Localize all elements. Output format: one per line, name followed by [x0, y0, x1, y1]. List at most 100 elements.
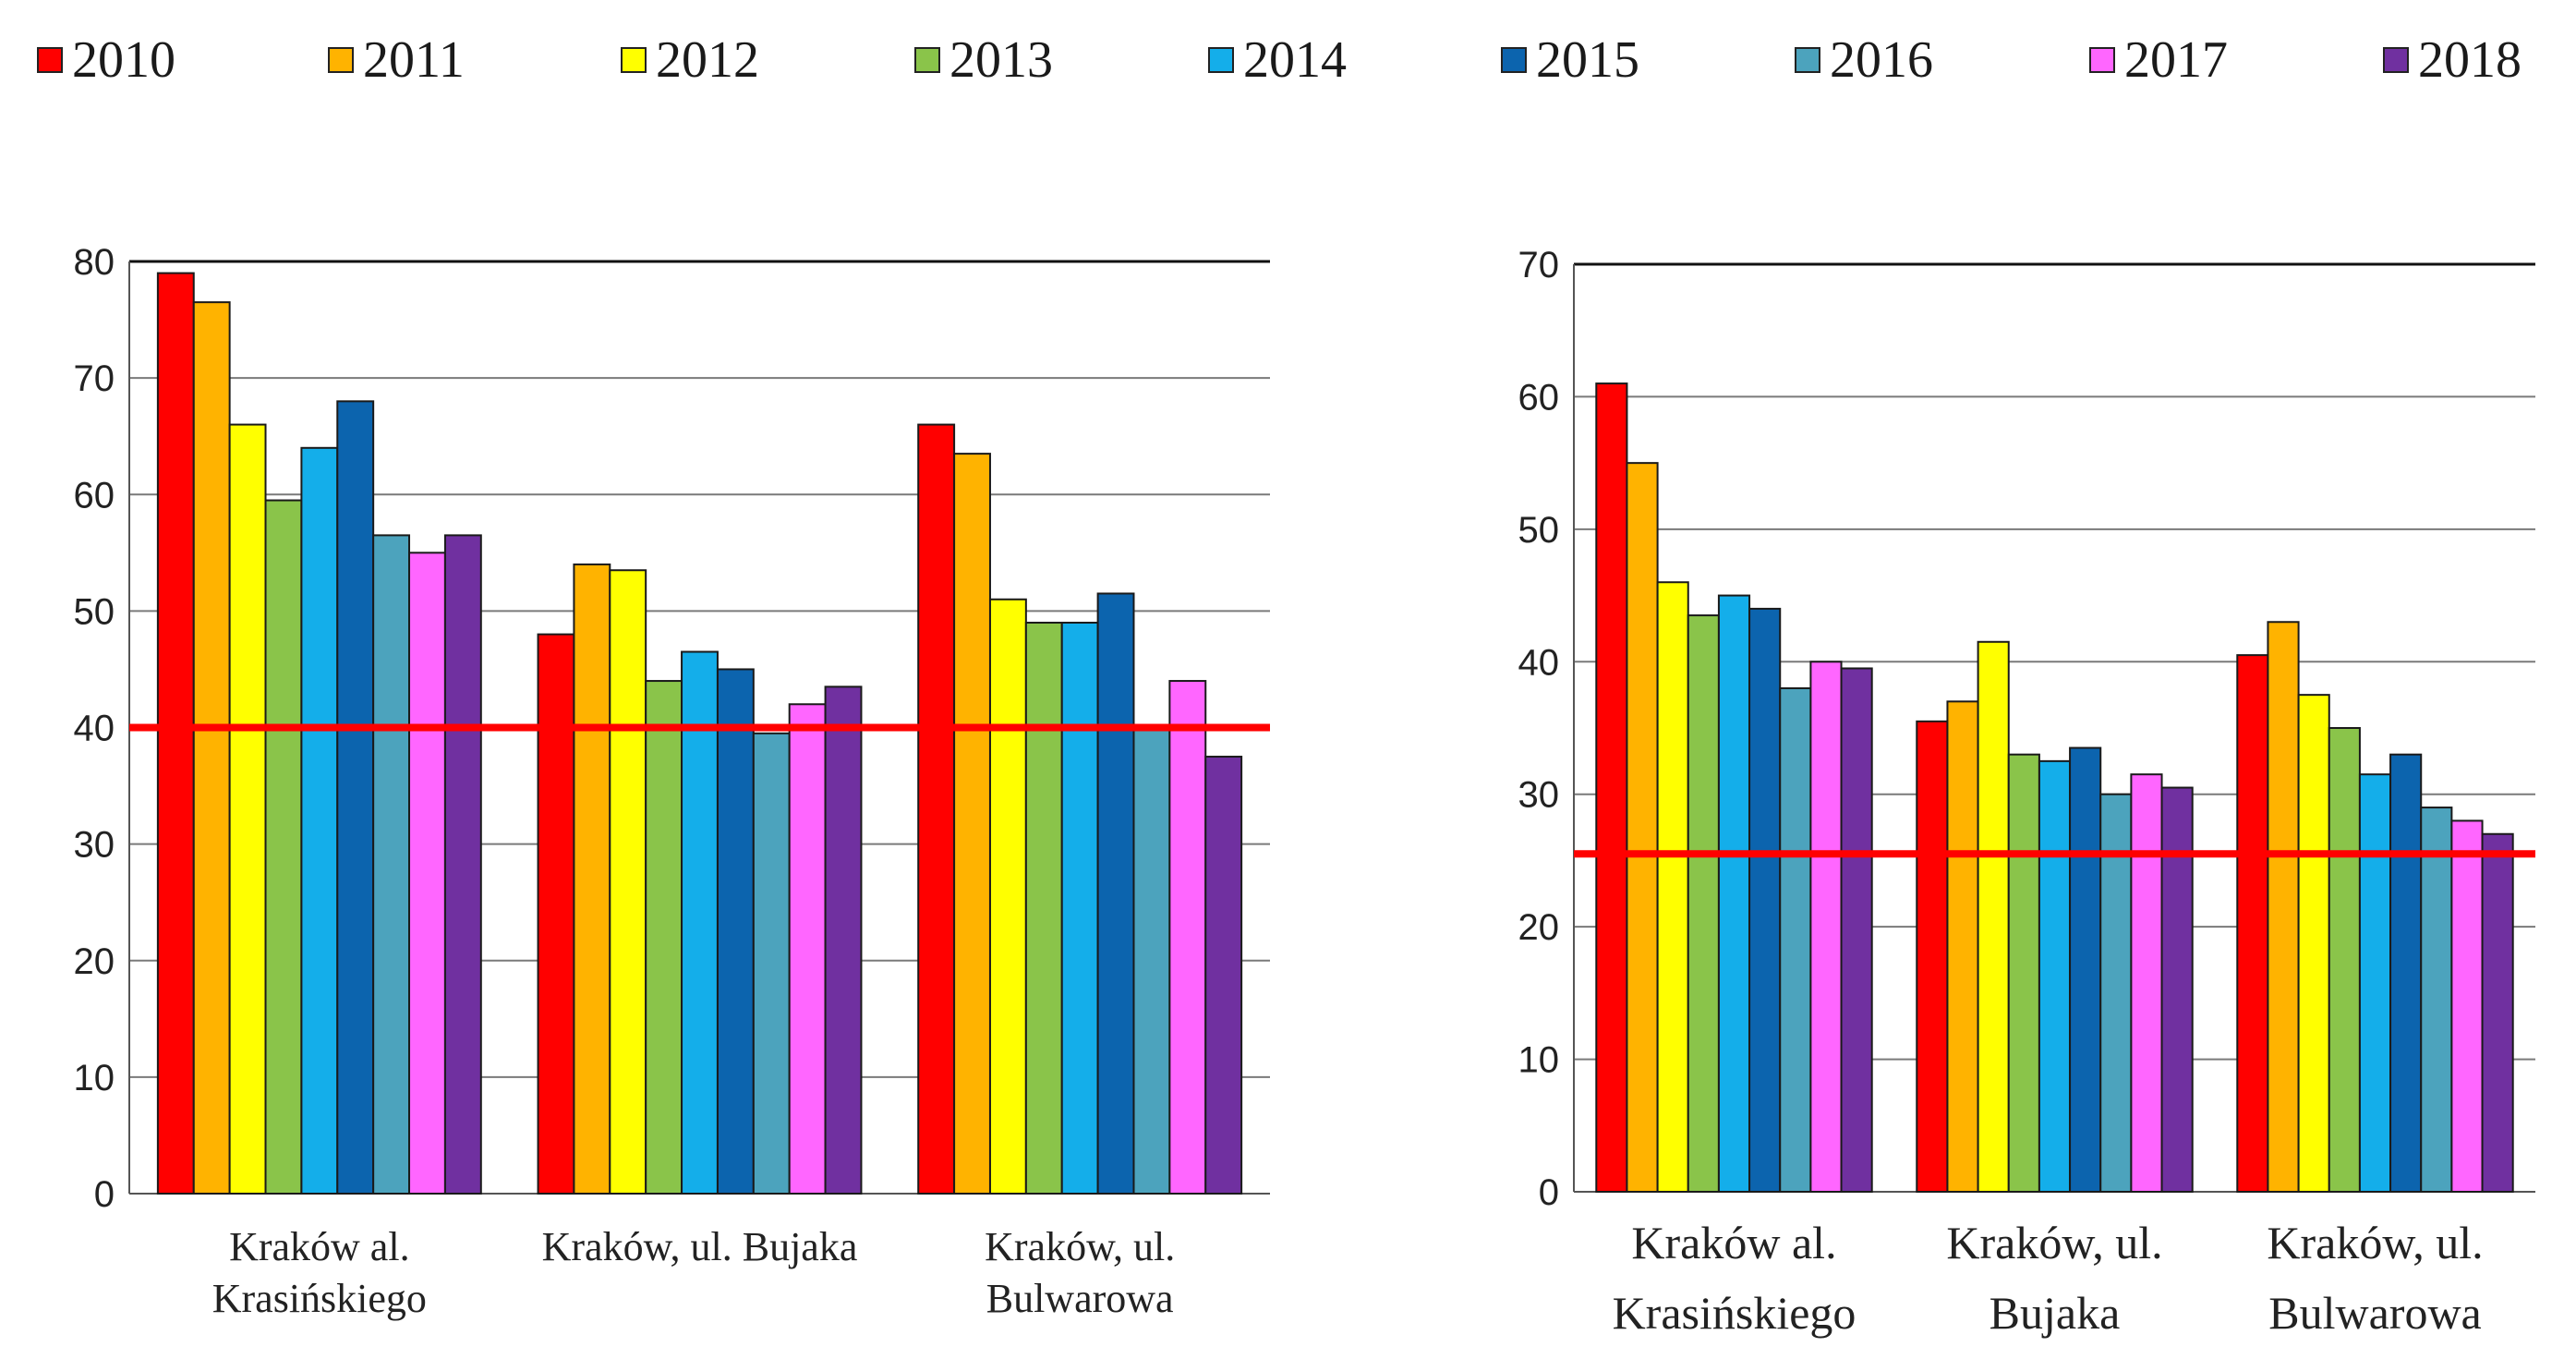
category-label: Kraków, ul.	[2267, 1217, 2483, 1268]
legend-swatch	[37, 47, 63, 73]
category-label: Krasińskiego	[1613, 1287, 1856, 1339]
legend-item-2018: 2018	[2383, 28, 2522, 92]
legend-item-2010: 2010	[37, 28, 175, 92]
bar-2014-0	[1717, 594, 1751, 1193]
bar-2015-2	[2389, 753, 2423, 1194]
bar-2012-0	[1656, 581, 1689, 1193]
y-tick-label: 60	[74, 475, 115, 516]
bar-2018-1	[824, 686, 863, 1195]
legend-item-2014: 2014	[1208, 28, 1347, 92]
bar-chart-left: 0 10 20 30 40 50 60 70 80 Kraków al. Krasińskiego K…	[74, 242, 1270, 1321]
legend-item-2012: 2012	[621, 28, 759, 92]
bar-2011-1	[1946, 700, 1979, 1193]
bar-2013-1	[2007, 753, 2040, 1194]
chart-legend: 2010 2011 2012 2013 2014 2015 2016 2017 2018	[0, 0, 2576, 129]
bar-2011-2	[2267, 621, 2300, 1193]
y-tick-label: 50	[74, 591, 115, 632]
legend-item-2013: 2013	[914, 28, 1053, 92]
bar-2017-1	[788, 703, 827, 1195]
bar-2010-1	[1916, 720, 1949, 1193]
bar-2010-0	[1595, 382, 1628, 1194]
category-label: Bulwarowa	[986, 1276, 1174, 1321]
y-tick-label: 70	[1518, 245, 1560, 285]
bar-2014-2	[1060, 621, 1099, 1195]
category-label: Bujaka	[1989, 1287, 2121, 1339]
category-label: Kraków, ul. Bujaka	[542, 1224, 858, 1269]
legend-label: 2014	[1243, 31, 1347, 89]
y-tick-label: 60	[1518, 377, 1560, 418]
legend-label: 2012	[656, 31, 759, 89]
category-label: Bulwarowa	[2268, 1287, 2482, 1339]
legend-item-2011: 2011	[328, 28, 465, 92]
legend-item-2015: 2015	[1501, 28, 1639, 92]
bar-2012-1	[1977, 640, 2010, 1193]
legend-label: 2017	[2124, 31, 2228, 89]
bar-2011-1	[573, 563, 611, 1195]
category-label: Kraków al.	[1631, 1217, 1836, 1268]
bar-2018-2	[1204, 756, 1243, 1195]
legend-swatch	[2089, 47, 2115, 73]
legend-item-2017: 2017	[2089, 28, 2228, 92]
bar-2016-2	[2420, 807, 2453, 1193]
category-label: Krasińskiego	[212, 1276, 427, 1321]
category-label: Kraków, ul.	[1946, 1217, 2162, 1268]
category-label: Kraków, ul.	[985, 1224, 1175, 1269]
y-tick-label: 20	[1518, 907, 1560, 948]
bar-2016-0	[1779, 686, 1812, 1193]
bar-2011-0	[192, 301, 231, 1195]
bar-2018-2	[2481, 832, 2514, 1193]
y-tick-label: 70	[74, 358, 115, 399]
bar-2013-1	[645, 680, 683, 1195]
bar-2017-0	[1809, 661, 1843, 1193]
bar-2013-0	[1687, 614, 1720, 1193]
y-tick-label: 30	[74, 825, 115, 866]
legend-swatch	[1795, 47, 1820, 73]
y-tick-label: 10	[1518, 1040, 1560, 1081]
legend-swatch	[914, 47, 940, 73]
legend-label: 2016	[1830, 31, 1933, 89]
y-tick-label: 50	[1518, 510, 1560, 551]
legend-swatch	[1501, 47, 1527, 73]
y-tick-label: 40	[1518, 642, 1560, 683]
legend-item-2016: 2016	[1795, 28, 1933, 92]
legend-label: 2010	[72, 31, 175, 89]
bar-2010-2	[917, 423, 956, 1195]
legend-label: 2018	[2418, 31, 2522, 89]
bar-2015-1	[2069, 746, 2102, 1193]
y-tick-label: 0	[1539, 1172, 1559, 1213]
bar-2013-2	[1024, 621, 1063, 1195]
y-tick-label: 10	[74, 1058, 115, 1098]
bar-2015-0	[336, 400, 375, 1195]
y-tick-label: 40	[74, 709, 115, 749]
legend-label: 2015	[1536, 31, 1639, 89]
bar-2012-2	[988, 598, 1027, 1195]
bar-2016-1	[2099, 793, 2133, 1193]
bar-2014-2	[2358, 773, 2392, 1193]
legend-swatch	[328, 47, 354, 73]
bar-2018-0	[1840, 667, 1873, 1193]
bar-2016-0	[372, 534, 411, 1195]
bar-2011-0	[1626, 462, 1659, 1193]
bar-2017-1	[2130, 773, 2163, 1193]
bar-2018-0	[443, 534, 482, 1195]
bar-2013-2	[2328, 727, 2361, 1193]
legend-swatch	[1208, 47, 1234, 73]
y-tick-label: 0	[94, 1174, 115, 1215]
legend-swatch	[2383, 47, 2409, 73]
bar-2016-2	[1132, 726, 1171, 1195]
bar-2010-0	[156, 272, 195, 1195]
bar-2012-0	[228, 423, 267, 1195]
bar-2017-0	[408, 552, 446, 1195]
legend-label: 2011	[363, 31, 465, 89]
bar-2018-1	[2160, 786, 2194, 1193]
bar-2017-2	[2450, 819, 2484, 1194]
legend-label: 2013	[949, 31, 1053, 89]
bar-2014-1	[2038, 759, 2072, 1193]
y-tick-label: 20	[74, 941, 115, 982]
bar-2010-2	[2236, 654, 2269, 1193]
y-tick-label: 80	[74, 242, 115, 283]
bar-2015-0	[1748, 607, 1782, 1193]
bar-2016-1	[752, 732, 791, 1195]
y-tick-label: 30	[1518, 775, 1560, 816]
